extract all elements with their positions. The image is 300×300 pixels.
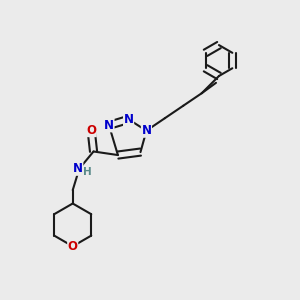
Text: O: O (68, 240, 78, 253)
Text: O: O (86, 124, 96, 136)
Text: H: H (83, 167, 92, 177)
Text: N: N (104, 119, 114, 132)
Text: N: N (124, 113, 134, 126)
Text: N: N (73, 162, 83, 175)
Text: N: N (141, 124, 152, 137)
